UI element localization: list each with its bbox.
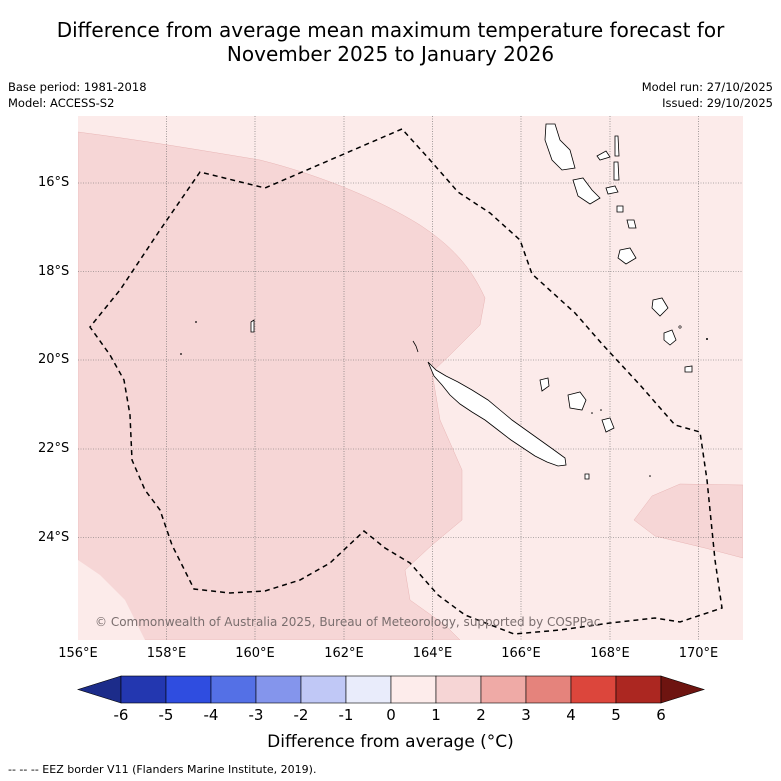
lon-label: 162°E — [324, 646, 364, 661]
colorbar-tick: 6 — [656, 706, 666, 724]
colorbar-swatch — [255, 675, 302, 704]
efate-island — [617, 247, 637, 265]
colorbar-swatch — [210, 675, 257, 704]
colorbar-swatch — [435, 675, 482, 704]
colorbar-tick: -4 — [203, 706, 219, 724]
colorbar-tick: 4 — [566, 706, 576, 724]
colorbar-tick: 0 — [386, 706, 396, 724]
walpole-island — [584, 473, 590, 480]
colorbar-tick: 5 — [611, 706, 621, 724]
colorbar-tick: -2 — [293, 706, 309, 724]
colorbar-tick: 1 — [431, 706, 441, 724]
colorbar-label: Difference from average (°C) — [267, 732, 514, 752]
ambae-island — [596, 150, 611, 161]
model-name: Model: ACCESS-S2 — [8, 96, 115, 110]
belep-islands — [412, 340, 419, 353]
title-line-2: November 2025 to January 2026 — [226, 42, 555, 66]
ouvea-island — [539, 377, 550, 392]
colorbar-swatch — [615, 675, 662, 704]
colorbar — [76, 675, 706, 704]
colorbar-tick: 2 — [476, 706, 486, 724]
epi-island — [616, 205, 624, 213]
lon-label: 160°E — [235, 646, 275, 661]
model-run: Model run: 27/10/2025 — [641, 80, 773, 94]
colorbar-swatch — [525, 675, 572, 704]
erromango-island — [651, 297, 669, 317]
meta-left: Base period: 1981-2018 Model: ACCESS-S2 — [8, 79, 147, 111]
new-caledonia — [427, 361, 567, 467]
lon-label: 166°E — [501, 646, 541, 661]
colorbar-tick: -3 — [248, 706, 264, 724]
reef-dot — [600, 409, 602, 411]
meta-right: Model run: 27/10/2025 Issued: 29/10/2025 — [642, 79, 773, 111]
anomaly-region-west — [78, 131, 486, 640]
reef-dot — [591, 412, 593, 414]
reef-dot — [678, 325, 682, 329]
base-period: Base period: 1981-2018 — [8, 80, 147, 94]
copyright-watermark: © Commonwealth of Australia 2025, Bureau… — [95, 615, 600, 629]
lon-label: 170°E — [678, 646, 719, 661]
eez-border — [89, 128, 723, 635]
colorbar-extend-high — [660, 675, 706, 704]
title-line-1: Difference from average mean maximum tem… — [56, 18, 725, 42]
pentecost-island — [613, 161, 620, 181]
reef-dot — [180, 353, 182, 355]
colorbar-tick: -5 — [158, 706, 174, 724]
reef-dot — [706, 338, 708, 340]
chart-title: Difference from average mean maximum tem… — [0, 18, 781, 66]
lon-label: 164°E — [412, 646, 453, 661]
maewo-island — [614, 135, 620, 157]
aneityum-island — [684, 365, 693, 373]
colorbar-swatch — [345, 675, 392, 704]
lat-label: 24°S — [38, 530, 70, 545]
colorbar-extend-low — [76, 675, 122, 704]
lon-label: 156°E — [58, 646, 98, 661]
shepherd-islands — [626, 219, 637, 229]
malekula-island — [572, 177, 601, 205]
chesterfield-islands — [250, 319, 255, 333]
gridlines — [78, 116, 743, 640]
colorbar-tick: -1 — [338, 706, 354, 724]
lon-label: 168°E — [590, 646, 630, 661]
lat-label: 16°S — [38, 175, 70, 190]
colorbar-swatch — [570, 675, 617, 704]
espiritu-santo — [544, 123, 576, 171]
colorbar-swatch — [120, 675, 167, 704]
lifou-island — [567, 391, 587, 411]
issued-date: Issued: 29/10/2025 — [662, 96, 773, 110]
lat-label: 22°S — [38, 441, 70, 456]
mare-island — [601, 417, 615, 433]
eez-legend: -- -- -- EEZ border V11 (Flanders Marine… — [8, 763, 317, 776]
reef-dot — [649, 475, 651, 477]
tanna-island — [663, 329, 677, 346]
colorbar-swatch — [165, 675, 212, 704]
lon-label: 158°E — [146, 646, 187, 661]
lat-label: 20°S — [38, 352, 70, 367]
colorbar-swatch — [480, 675, 527, 704]
colorbar-swatch — [390, 675, 437, 704]
colorbar-swatch — [300, 675, 347, 704]
reef-dot — [195, 321, 197, 323]
colorbar-tick: 3 — [521, 706, 531, 724]
ambrym-island — [605, 185, 619, 195]
anomaly-region-east — [633, 483, 743, 559]
lat-label: 18°S — [38, 264, 70, 279]
colorbar-tick: -6 — [113, 706, 129, 724]
anomaly-region-southwest-light — [78, 560, 145, 640]
